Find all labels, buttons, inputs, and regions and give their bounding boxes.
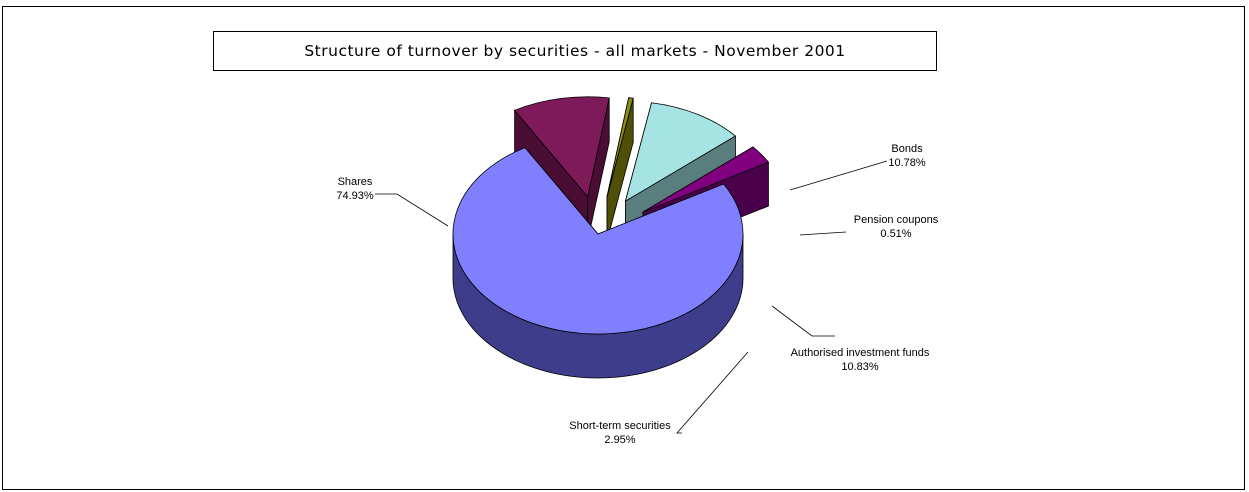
leader-line-authorised-investment-funds (771, 305, 835, 337)
leader-line-shares (375, 193, 449, 227)
slice-name-authorised-investment-funds: Authorised investment funds (791, 347, 930, 359)
slice-value-short-term-securities: 2.95% (604, 434, 635, 446)
leader-line-bonds (789, 160, 888, 191)
slice-value-shares: 74.93% (336, 190, 374, 202)
slice-value-bonds: 10.78% (888, 157, 926, 169)
slice-authorised-investment-funds (624, 102, 737, 202)
slice-name-pension-coupons: Pension coupons (854, 214, 939, 226)
slice-value-pension-coupons: 0.51% (880, 228, 911, 240)
slice-labels: Shares 74.93% Bonds 10.78% Pension coupons 0.… (336, 143, 938, 446)
leader-line-short-term-securities (676, 351, 749, 434)
slice-bonds (513, 96, 610, 198)
slice-name-shares: Shares (338, 176, 373, 188)
slice-name-short-term-securities: Short-term securities (569, 420, 671, 432)
slice-short-term-securities (642, 146, 770, 213)
pie-tops (452, 96, 770, 335)
slice-name-bonds: Bonds (891, 143, 923, 155)
leader-line-pension-coupons (799, 231, 847, 236)
slice-pension-coupons (606, 97, 634, 197)
leader-lines (375, 160, 888, 434)
slice-value-authorised-investment-funds: 10.83% (841, 361, 879, 373)
slice-shares (452, 147, 744, 335)
chart-title: Structure of turnover by securities - al… (213, 31, 937, 71)
